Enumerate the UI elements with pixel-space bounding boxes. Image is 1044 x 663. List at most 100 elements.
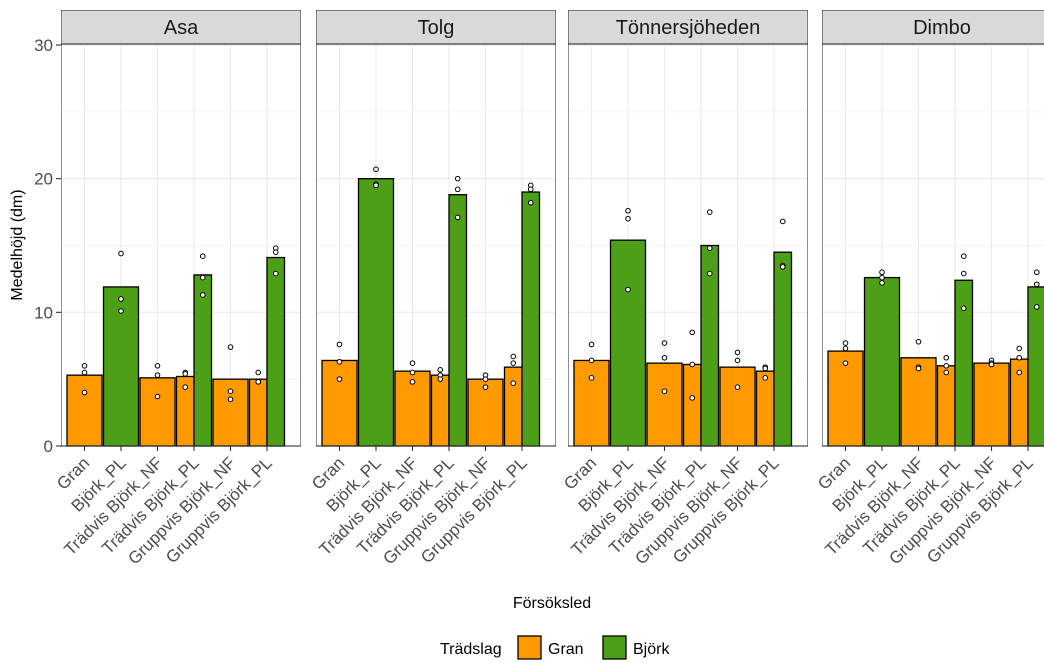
data-point	[879, 274, 885, 281]
bar-björk-pl-björk	[609, 239, 647, 447]
legend: Trädslag Gran Björk	[440, 635, 670, 660]
data-point	[482, 384, 489, 390]
data-point	[879, 280, 885, 286]
strip-label: Asa	[164, 17, 199, 39]
bar-trädvis-björk-pl-gran	[936, 365, 956, 447]
data-point	[454, 175, 461, 182]
data-point	[625, 207, 631, 214]
bar-trädvis-björk-pl-björk	[448, 194, 468, 447]
legend-label-gran: Gran	[548, 641, 584, 658]
data-point	[154, 372, 161, 378]
bar-gruppvis-björk-pl-gran	[248, 378, 268, 447]
bar-gruppvis-björk-pl-björk	[266, 256, 286, 447]
data-point	[81, 389, 88, 396]
data-point	[336, 358, 343, 365]
data-point	[1033, 269, 1040, 276]
data-point	[661, 354, 668, 361]
data-point	[661, 388, 668, 394]
legend-swatch-björk	[602, 635, 627, 660]
bar-gruppvis-björk-nf-gran	[973, 362, 1010, 447]
data-point	[588, 357, 595, 364]
data-point	[527, 199, 534, 206]
data-point	[373, 182, 379, 189]
y-tick-label: 10	[34, 303, 53, 322]
data-point	[272, 270, 279, 277]
data-point	[227, 344, 234, 350]
data-point	[879, 269, 885, 276]
legend-title: Trädslag	[440, 641, 502, 658]
strip-background	[568, 10, 808, 45]
data-point	[409, 379, 416, 385]
data-point	[336, 376, 343, 382]
bar-björk-pl-björk	[863, 276, 901, 447]
data-point	[255, 369, 262, 376]
data-point	[943, 369, 950, 376]
y-axis: 0 10 20 30	[34, 36, 61, 456]
data-point	[227, 396, 234, 403]
data-point	[373, 166, 379, 173]
bar-trädvis-björk-pl-gran	[682, 363, 702, 447]
data-point	[988, 361, 995, 368]
bar-gran-gran	[66, 374, 103, 447]
data-point	[482, 376, 489, 382]
data-point	[625, 215, 631, 222]
data-point	[915, 338, 922, 345]
bar-gruppvis-björk-pl-björk	[773, 251, 793, 447]
panel-tolg: Tolg	[316, 10, 556, 451]
bar-björk-pl-björk	[357, 178, 395, 447]
data-point	[842, 360, 849, 366]
bar-trädvis-björk-nf-gran	[646, 362, 683, 447]
data-point	[915, 365, 922, 372]
data-point	[255, 379, 262, 385]
data-point	[734, 349, 741, 356]
bar-gruppvis-björk-pl-gran	[755, 370, 775, 447]
data-point	[227, 388, 234, 394]
data-point	[1033, 281, 1040, 288]
data-point	[588, 375, 595, 381]
data-point	[199, 253, 206, 259]
bar-trädvis-björk-pl-björk	[193, 274, 213, 447]
data-point	[842, 340, 849, 346]
data-point	[272, 249, 279, 255]
bar-trädvis-björk-nf-gran	[900, 357, 937, 447]
y-tick-label: 30	[34, 36, 53, 55]
bar-trädvis-björk-pl-gran	[430, 374, 450, 447]
data-point	[182, 384, 189, 390]
data-point	[1016, 369, 1023, 376]
data-point	[960, 270, 967, 277]
data-point	[779, 264, 786, 270]
data-point	[454, 214, 461, 221]
data-point	[510, 360, 517, 366]
y-tick-label: 20	[34, 170, 53, 189]
bar-gruppvis-björk-pl-björk	[521, 191, 541, 447]
data-point	[734, 357, 741, 364]
data-point	[1016, 345, 1023, 352]
data-point	[409, 369, 416, 376]
data-point	[199, 274, 206, 281]
x-axis-title: Försöksled	[513, 595, 591, 612]
data-point	[199, 292, 206, 298]
bar-gran-gran	[321, 359, 358, 447]
legend-label-björk: Björk	[633, 641, 670, 658]
data-point	[454, 186, 461, 193]
data-point	[706, 245, 713, 251]
data-point	[960, 305, 967, 312]
data-point	[689, 361, 696, 368]
strip-background	[316, 10, 556, 45]
bar-gruppvis-björk-pl-gran	[503, 366, 523, 447]
panel-dimbo: Dimbo	[822, 10, 1044, 451]
data-point	[689, 395, 696, 401]
data-point	[182, 371, 189, 377]
y-axis-title: Medelhöjd (dm)	[9, 189, 26, 300]
data-point	[510, 353, 517, 360]
data-point	[842, 345, 849, 352]
legend-swatch-gran	[517, 635, 542, 660]
bar-gruppvis-björk-nf-gran	[719, 366, 756, 447]
bar-gruppvis-björk-pl-björk	[1027, 286, 1044, 447]
data-point	[689, 329, 696, 336]
data-point	[437, 367, 444, 373]
data-point	[154, 393, 161, 400]
